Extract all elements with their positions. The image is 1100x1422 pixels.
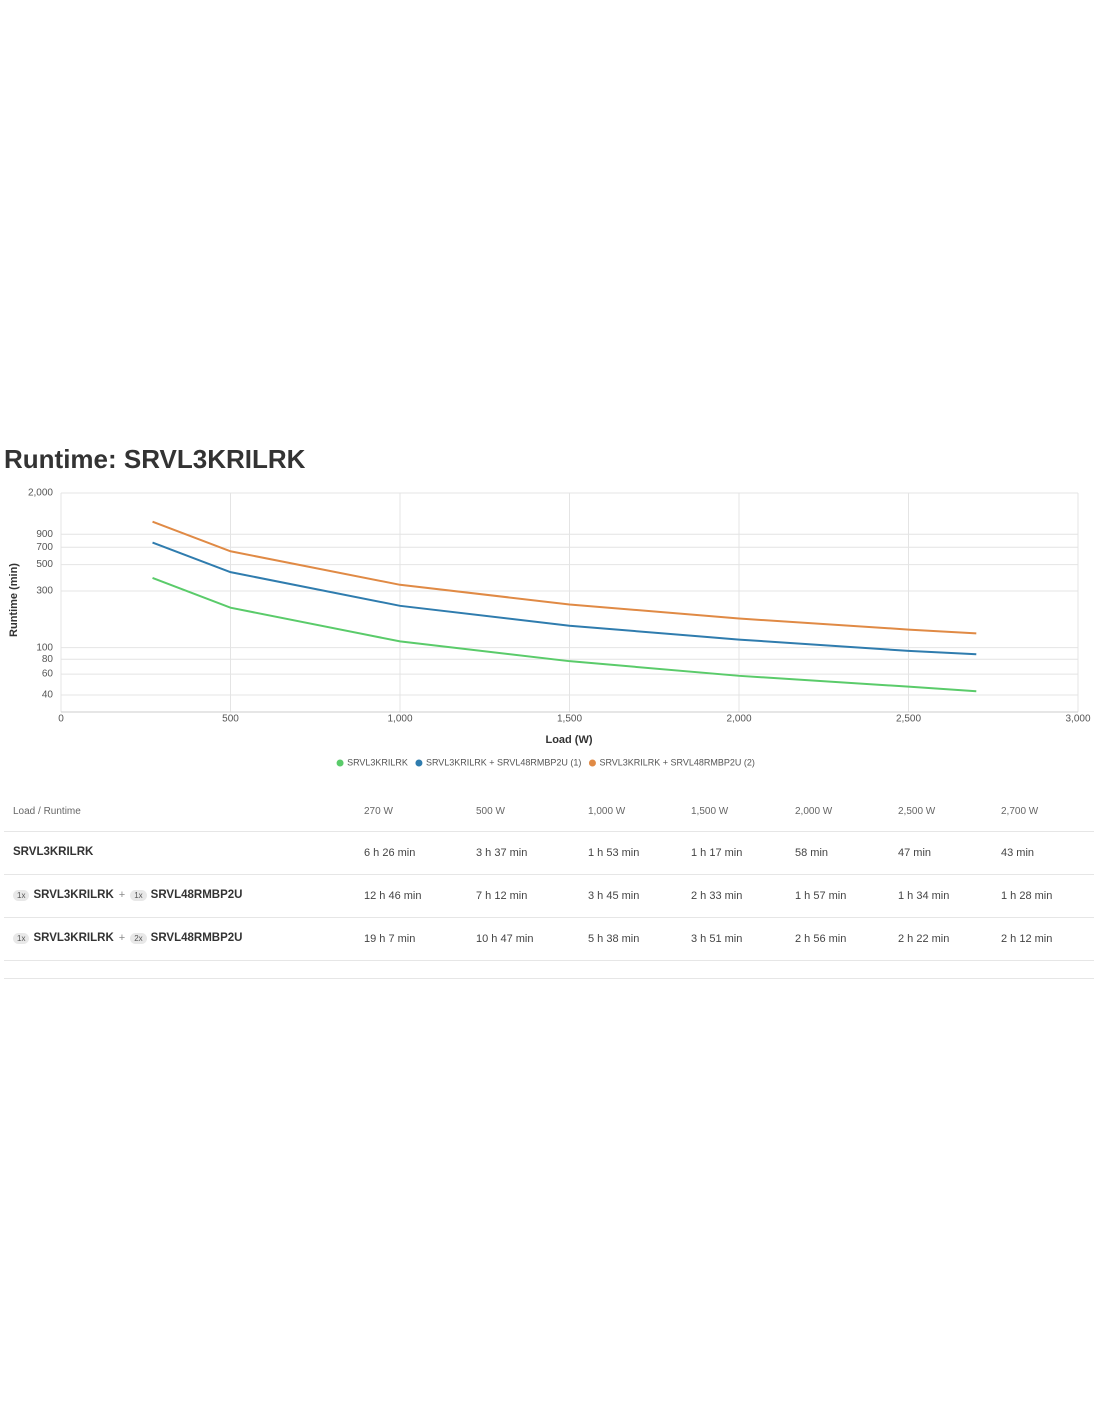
row-label: 1x SRVL3KRILRK +1x SRVL48RMBP2U	[13, 889, 242, 901]
runtime-cell: 10 h 47 min	[476, 933, 534, 945]
runtime-cell: 5 h 38 min	[588, 933, 640, 945]
runtime-cell: 7 h 12 min	[476, 890, 528, 902]
row-divider	[4, 831, 1094, 832]
quantity-badge: 2x	[130, 932, 147, 944]
separator: +	[118, 889, 126, 902]
legend-label: SRVL3KRILRK + SRVL48RMBP2U (2)	[599, 757, 755, 767]
legend-label: SRVL3KRILRK	[347, 757, 408, 767]
row-divider	[4, 917, 1094, 918]
runtime-cell: 47 min	[898, 847, 932, 859]
header-cell: 1,500 W	[691, 806, 729, 817]
x-tick-label: 0	[58, 714, 64, 725]
series-line	[152, 577, 977, 693]
y-tick-label: 80	[42, 654, 54, 665]
row-divider	[4, 874, 1094, 875]
runtime-cell: 12 h 46 min	[364, 890, 422, 902]
legend-label: SRVL3KRILRK + SRVL48RMBP2U (1)	[426, 757, 582, 767]
y-tick-label: 2,000	[28, 488, 53, 499]
y-tick-label: 40	[42, 690, 54, 701]
y-axis-label: Runtime (min)	[8, 563, 20, 637]
x-axis-label: Load (W)	[545, 734, 592, 746]
legend: SRVL3KRILRK SRVL3KRILRK + SRVL48RMBP2U (1…	[336, 757, 755, 767]
runtime-cell: 2 h 33 min	[691, 890, 743, 902]
x-tick-label: 500	[222, 714, 239, 725]
header-cell: 2,000 W	[795, 806, 833, 817]
separator: +	[118, 932, 126, 945]
header-cell: 500 W	[476, 806, 505, 817]
runtime-cell: 19 h 7 min	[364, 933, 416, 945]
table-bottom	[4, 978, 1094, 979]
y-tick-label: 500	[36, 559, 53, 570]
x-tick-label: 2,000	[726, 714, 751, 725]
quantity-badge: 1x	[13, 889, 30, 901]
x-tick-label: 1,000	[387, 714, 412, 725]
runtime-cell: 3 h 45 min	[588, 890, 640, 902]
y-tick-label: 900	[36, 529, 53, 540]
runtime-cell: 3 h 51 min	[691, 933, 743, 945]
runtime-cell: 2 h 56 min	[795, 933, 847, 945]
header-cell: 2,700 W	[1001, 806, 1039, 817]
series-line	[152, 520, 977, 635]
y-tick-label: 60	[42, 669, 54, 680]
quantity-badge: 1x	[130, 889, 147, 901]
product-name: SRVL3KRILRK	[33, 889, 114, 902]
quantity-badge: 1x	[13, 932, 30, 944]
legend-marker	[415, 759, 423, 767]
legend-item: SRVL3KRILRK	[336, 757, 408, 767]
runtime-cell: 2 h 12 min	[1001, 933, 1053, 945]
product-name: SRVL48RMBP2U	[150, 889, 243, 902]
runtime-cell: 1 h 28 min	[1001, 890, 1053, 902]
product-name: SRVL3KRILRK	[13, 846, 94, 859]
runtime-cell: 43 min	[1001, 847, 1035, 859]
legend-marker	[588, 759, 596, 767]
product-name: SRVL48RMBP2U	[150, 932, 243, 945]
header-cell: 270 W	[364, 806, 393, 817]
runtime-cell: 1 h 17 min	[691, 847, 743, 859]
y-tick-label: 300	[36, 586, 53, 597]
x-tick-label: 3,000	[1065, 714, 1090, 725]
header-cell: Load / Runtime	[13, 806, 81, 817]
runtime-cell: 1 h 53 min	[588, 847, 640, 859]
runtime-cell: 1 h 34 min	[898, 890, 950, 902]
legend-item: SRVL3KRILRK + SRVL48RMBP2U (2)	[588, 757, 755, 767]
runtime-cell: 2 h 22 min	[898, 933, 950, 945]
row-divider	[4, 960, 1094, 961]
y-tick-label: 100	[36, 642, 53, 653]
header-cell: 1,000 W	[588, 806, 626, 817]
runtime-cell: 1 h 57 min	[795, 890, 847, 902]
legend-marker	[336, 759, 344, 767]
runtime-cell: 3 h 37 min	[476, 847, 528, 859]
legend-item: SRVL3KRILRK + SRVL48RMBP2U (1)	[415, 757, 581, 767]
y-tick-label: 700	[36, 542, 53, 553]
row-label: 1x SRVL3KRILRK +2x SRVL48RMBP2U	[13, 932, 242, 944]
page-title: Runtime: SRVL3KRILRK	[4, 444, 306, 474]
x-tick-label: 1,500	[557, 714, 582, 725]
product-name: SRVL3KRILRK	[33, 932, 114, 945]
header-cell: 2,500 W	[898, 806, 936, 817]
runtime-cell: 6 h 26 min	[364, 847, 416, 859]
x-tick-label: 2,500	[896, 714, 921, 725]
runtime-cell: 58 min	[795, 847, 829, 859]
series-line	[152, 541, 977, 656]
row-label: SRVL3KRILRK	[13, 846, 93, 858]
